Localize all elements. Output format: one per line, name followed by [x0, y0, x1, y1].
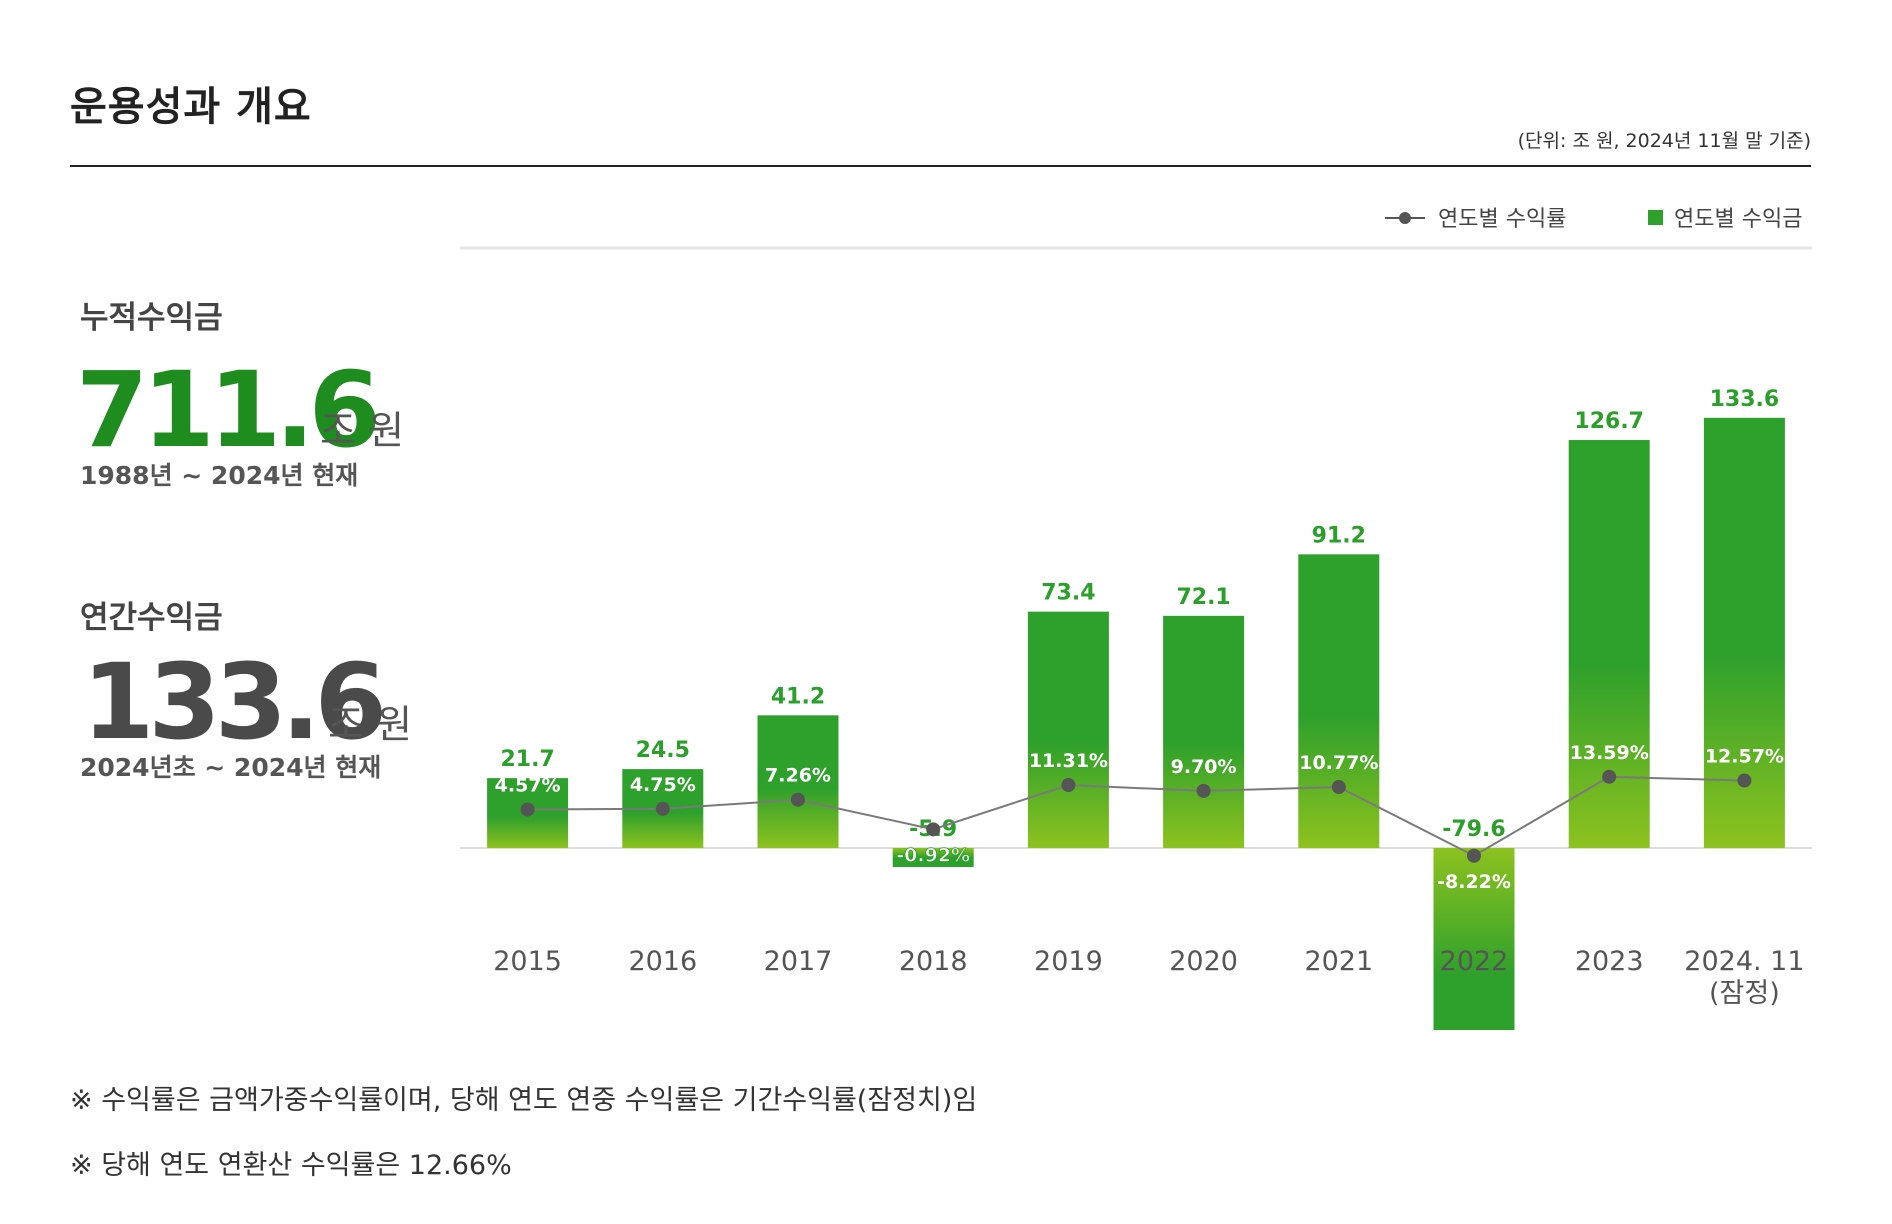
return-value-label: -0.92% [896, 844, 970, 866]
return-value-label: 10.77% [1299, 752, 1378, 774]
return-value-label: 12.57% [1705, 745, 1784, 767]
legend-return-label: 연도별 수익률 [1438, 207, 1566, 232]
return-marker [1196, 783, 1211, 798]
bar-value-label: 126.7 [1574, 409, 1644, 434]
bar-value-label: 41.2 [771, 684, 825, 709]
bar-2019 [1027, 611, 1109, 848]
footnote-annualized-return: ※ 당해 연도 연환산 수익률은 12.66% [70, 1150, 512, 1181]
x-tick-label: 2016 [628, 946, 697, 977]
cumulative-profit-label: 누적수익금 [80, 300, 223, 336]
x-tick-label: 2015 [493, 946, 562, 977]
return-value-label: 4.57% [495, 774, 561, 796]
return-marker [1467, 848, 1481, 863]
x-tick-label: 2019 [1034, 946, 1103, 977]
return-marker [520, 802, 535, 817]
bar-value-label: 91.2 [1312, 523, 1366, 548]
return-marker [1602, 769, 1617, 784]
cumulative-profit-value: 711.6 [76, 349, 381, 471]
cumulative-profit-period: 1988년 ~ 2024년 현재 [80, 461, 359, 490]
return-value-label: 11.31% [1029, 750, 1108, 772]
footnote-return-method: ※ 수익률은 금액가중수익률이며, 당해 연도 연중 수익률은 기간수익률(잠정… [70, 1085, 978, 1116]
legend-profit-label: 연도별 수익금 [1674, 207, 1802, 232]
bar-2018 [892, 848, 974, 867]
x-tick-label: 2017 [764, 946, 833, 977]
x-tick-label: 2020 [1169, 946, 1238, 977]
bar-2020 [1163, 615, 1245, 848]
return-marker [791, 792, 805, 807]
bar-2023 [1568, 440, 1650, 848]
return-marker [926, 822, 941, 837]
return-line [527, 775, 1745, 857]
bar-2017 [757, 715, 839, 848]
legend-marker-icon [1399, 212, 1411, 224]
bar-value-label: 72.1 [1176, 585, 1230, 610]
x-tick-label: (잠정) [1709, 978, 1780, 1009]
bar-value-label: 73.4 [1041, 581, 1095, 606]
bar-value-label: 21.7 [500, 747, 554, 772]
x-tick-label: 2024. 11 [1684, 946, 1804, 977]
return-value-label: 9.70% [1171, 756, 1237, 778]
return-marker [1737, 773, 1752, 788]
return-value-label: 13.59% [1570, 742, 1649, 764]
return-marker [655, 801, 670, 816]
bar-value-label: 24.5 [636, 738, 690, 763]
bar-2022 [1433, 848, 1515, 1030]
bar-value-label: -79.6 [1442, 817, 1505, 842]
cumulative-profit-unit: 조 원 [320, 409, 405, 454]
x-tick-label: 2022 [1440, 946, 1509, 977]
return-marker [1331, 780, 1346, 795]
page-title: 운용성과 개요 [70, 84, 312, 130]
return-marker [1061, 778, 1076, 793]
x-tick-label: 2021 [1304, 946, 1373, 977]
title-divider [70, 165, 1811, 167]
legend-bar-icon [1648, 210, 1663, 225]
annual-profit-label: 연간수익금 [80, 600, 223, 636]
x-tick-label: 2023 [1575, 946, 1644, 977]
return-value-label: -8.22% [1437, 871, 1511, 893]
unit-note: (단위: 조 원, 2024년 11월 말 기준) [1517, 130, 1811, 152]
annual-profit-value: 133.6 [82, 641, 387, 763]
annual-profit-unit: 조 원 [328, 703, 413, 748]
return-value-label: 4.75% [630, 774, 696, 796]
x-tick-label: 2018 [899, 946, 968, 977]
bar-2021 [1298, 554, 1380, 848]
return-value-label: 7.26% [765, 765, 831, 787]
bar-value-label: 133.6 [1710, 387, 1780, 412]
annual-profit-period: 2024년초 ~ 2024년 현재 [80, 753, 382, 782]
